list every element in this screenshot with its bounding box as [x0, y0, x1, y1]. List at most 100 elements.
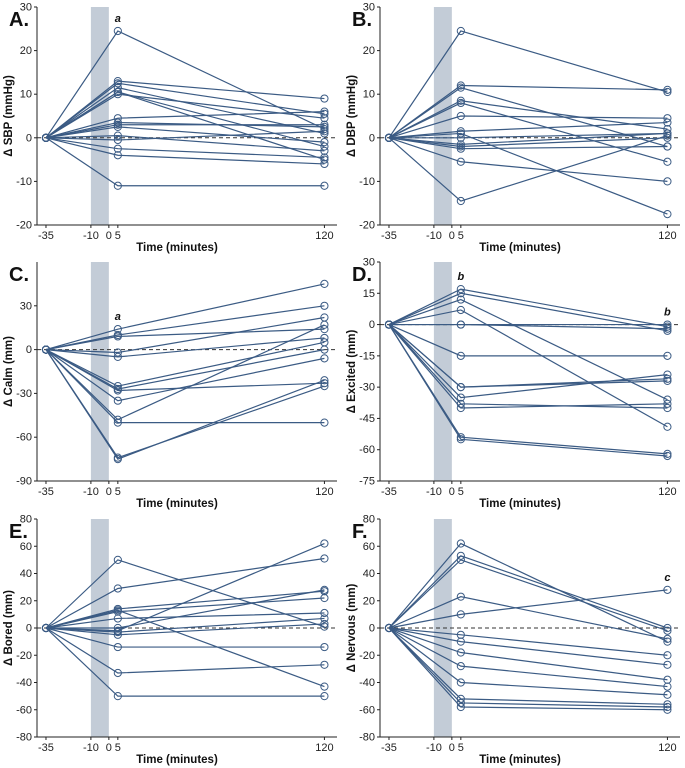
- series-line: [388, 309, 668, 428]
- y-tick-label: 0: [369, 623, 375, 635]
- y-tick-label: 20: [20, 595, 32, 607]
- x-axis-title: Time (minutes): [479, 498, 561, 510]
- data-point: [320, 320, 329, 329]
- data-point: [113, 453, 122, 462]
- y-axis-title: Δ Nervous (mm): [346, 583, 358, 672]
- series-line: [45, 111, 325, 139]
- data-point: [456, 129, 465, 138]
- y-tick-label: -15: [359, 350, 375, 362]
- data-point: [113, 386, 122, 395]
- y-tick-label: 0: [26, 344, 32, 356]
- data-point: [320, 279, 329, 288]
- data-point: [113, 122, 122, 132]
- data-point: [320, 593, 329, 603]
- y-tick-label: -20: [16, 650, 32, 662]
- data-point: [320, 660, 329, 669]
- y-tick-label: 0: [26, 623, 32, 635]
- y-axis-title: Δ SBP (mmHg): [3, 75, 15, 157]
- x-tick-label: -35: [38, 486, 54, 498]
- data-point: [320, 120, 329, 129]
- data-point: [113, 668, 122, 678]
- data-point: [456, 403, 465, 413]
- series-line: [45, 559, 325, 629]
- x-tick-label: -35: [38, 230, 54, 242]
- series-line: [388, 555, 668, 629]
- series-line: [45, 328, 325, 351]
- y-tick-label: 20: [363, 45, 375, 57]
- y-tick-label: -75: [359, 476, 375, 488]
- data-point: [113, 144, 122, 153]
- series-line: [388, 627, 668, 708]
- data-point: [456, 127, 465, 136]
- data-point: [113, 627, 122, 637]
- series-line: [45, 82, 325, 139]
- data-point: [663, 210, 672, 219]
- data-point: [320, 692, 329, 701]
- series-line: [388, 324, 668, 357]
- data-point: [456, 196, 465, 206]
- data-point: [456, 383, 465, 392]
- data-point: [663, 157, 672, 166]
- series-line: [45, 612, 325, 629]
- y-tick-label: 0: [369, 132, 375, 144]
- data-point: [456, 648, 465, 657]
- data-point: [456, 320, 465, 329]
- data-point: [320, 642, 329, 652]
- data-point: [663, 87, 672, 97]
- data-point: [663, 133, 672, 142]
- data-point: [663, 651, 672, 660]
- data-point: [320, 124, 329, 134]
- y-axis-title: Δ Excited (mm): [346, 330, 358, 414]
- data-point: [456, 393, 465, 402]
- data-point: [320, 127, 329, 136]
- series-line: [388, 627, 668, 681]
- x-axis-title: Time (minutes): [136, 498, 218, 510]
- data-point: [113, 118, 122, 127]
- series-line: [45, 30, 325, 139]
- data-point: [113, 692, 122, 701]
- y-tick-label: -10: [16, 176, 32, 188]
- x-tick-label: -10: [83, 742, 99, 754]
- series-line: [45, 135, 325, 152]
- shaded-band: [90, 7, 109, 225]
- series-line: [388, 30, 668, 139]
- y-tick-label: 0: [26, 132, 32, 144]
- data-point: [113, 382, 122, 391]
- y-tick-label: -80: [359, 732, 375, 744]
- data-point: [113, 26, 122, 36]
- series-line: [45, 283, 325, 351]
- y-tick-label: -60: [359, 704, 375, 716]
- data-point: [41, 133, 51, 142]
- series-line: [388, 102, 668, 163]
- panel-label: A.: [9, 9, 29, 31]
- series-line: [388, 596, 668, 640]
- data-point: [320, 142, 329, 151]
- x-tick-label: 5: [458, 486, 464, 498]
- series-line: [388, 132, 668, 139]
- series-line: [388, 324, 668, 409]
- x-tick-label: 0: [106, 742, 112, 754]
- series-line: [388, 87, 668, 148]
- x-tick-label: -35: [381, 486, 397, 498]
- series-line: [45, 130, 325, 141]
- data-point: [456, 637, 465, 646]
- data-point: [663, 705, 672, 714]
- series-line: [388, 324, 668, 457]
- series-line: [388, 589, 668, 629]
- data-point: [320, 539, 329, 548]
- data-point: [113, 151, 122, 160]
- series-line: [388, 100, 668, 139]
- data-point: [456, 351, 465, 360]
- data-point: [320, 107, 329, 116]
- x-tick-label: -10: [83, 230, 99, 242]
- series-line: [45, 305, 325, 351]
- data-point: [113, 584, 122, 593]
- series-line: [45, 349, 325, 402]
- series-line: [388, 115, 668, 139]
- series-line: [45, 627, 325, 674]
- y-tick-label: -40: [16, 677, 32, 689]
- x-tick-label: -10: [426, 742, 442, 754]
- y-tick-label: 60: [20, 541, 32, 553]
